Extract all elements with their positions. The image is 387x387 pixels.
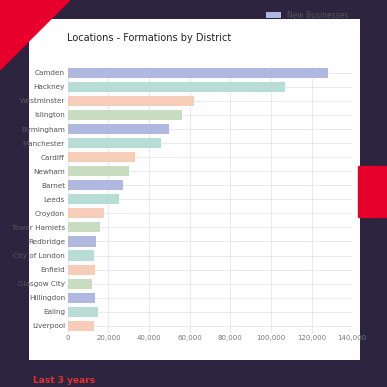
Text: Last 3 years: Last 3 years: [33, 376, 95, 385]
Bar: [68, 265, 95, 275]
Bar: [68, 82, 285, 92]
Bar: [68, 321, 94, 331]
Bar: [68, 152, 135, 162]
Bar: [68, 138, 161, 148]
Bar: [68, 166, 128, 176]
Bar: [68, 110, 182, 120]
Bar: [68, 208, 104, 218]
Bar: [68, 180, 123, 190]
Bar: [68, 96, 194, 106]
Bar: [68, 307, 98, 317]
Bar: [68, 223, 100, 233]
Bar: [68, 236, 96, 247]
Text: Locations - Formations by District: Locations - Formations by District: [67, 33, 231, 43]
Legend: New Businesses: New Businesses: [265, 11, 348, 20]
Bar: [68, 68, 328, 78]
Bar: [68, 194, 118, 204]
Bar: [68, 293, 95, 303]
Bar: [68, 279, 92, 289]
Bar: [68, 250, 94, 260]
Bar: [68, 124, 170, 134]
